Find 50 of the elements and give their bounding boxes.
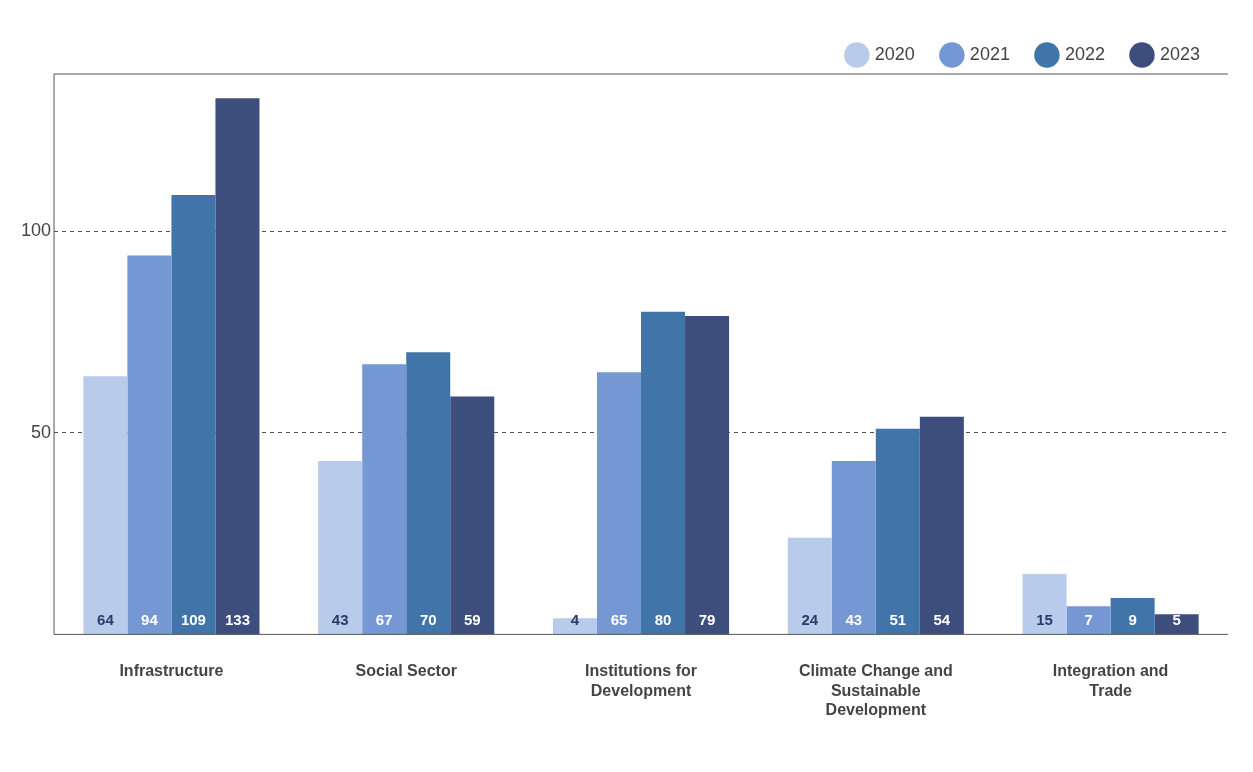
bar xyxy=(685,315,730,634)
x-tick-label: Social Sector xyxy=(355,662,457,680)
bar xyxy=(406,352,451,634)
data-label: 64 xyxy=(97,611,115,629)
y-tick-label: 50 xyxy=(31,421,52,442)
bar xyxy=(171,194,216,634)
bar xyxy=(318,461,363,634)
x-tick-label: Climate Change and Sustainable Development xyxy=(798,662,953,718)
bar xyxy=(127,255,172,634)
y-tick-label: 100 xyxy=(20,220,52,241)
data-label: 9 xyxy=(1128,611,1137,629)
bar xyxy=(1110,598,1155,634)
bar xyxy=(450,396,495,634)
data-label: 43 xyxy=(331,611,349,629)
bar xyxy=(831,461,876,634)
legend-label: 2020 xyxy=(874,43,915,64)
bar xyxy=(787,537,832,634)
data-label: 133 xyxy=(224,611,250,629)
data-label: 15 xyxy=(1036,611,1053,629)
x-tick-label: Infrastructure xyxy=(119,662,224,680)
bar xyxy=(1022,573,1067,634)
data-label: 4 xyxy=(570,611,580,629)
data-label: 5 xyxy=(1172,611,1181,629)
data-label: 109 xyxy=(180,611,206,629)
bar xyxy=(1066,606,1111,634)
bar xyxy=(1154,614,1199,634)
legend-label: 2023 xyxy=(1159,43,1200,64)
data-label: 65 xyxy=(610,611,628,629)
bar xyxy=(596,372,642,634)
data-label: 70 xyxy=(419,611,437,629)
data-label: 54 xyxy=(933,611,951,629)
data-label: 7 xyxy=(1084,611,1093,629)
data-label: 80 xyxy=(654,611,672,629)
legend-label: 2021 xyxy=(969,43,1010,64)
x-tick-label: Integration and Trade xyxy=(1052,662,1169,699)
data-label: 24 xyxy=(801,611,819,629)
data-label: 51 xyxy=(889,611,907,629)
bar xyxy=(875,428,920,634)
x-tick-label: Institutions for Development xyxy=(585,662,698,699)
bar xyxy=(215,98,260,634)
data-label: 43 xyxy=(845,611,863,629)
bar xyxy=(641,311,686,634)
legend-label: 2022 xyxy=(1064,43,1105,64)
bar xyxy=(83,376,128,634)
bar xyxy=(919,416,964,634)
data-label: 67 xyxy=(375,611,393,629)
data-label: 59 xyxy=(463,611,481,629)
bar xyxy=(362,364,407,634)
data-label: 94 xyxy=(141,611,159,629)
data-label: 79 xyxy=(698,611,716,629)
